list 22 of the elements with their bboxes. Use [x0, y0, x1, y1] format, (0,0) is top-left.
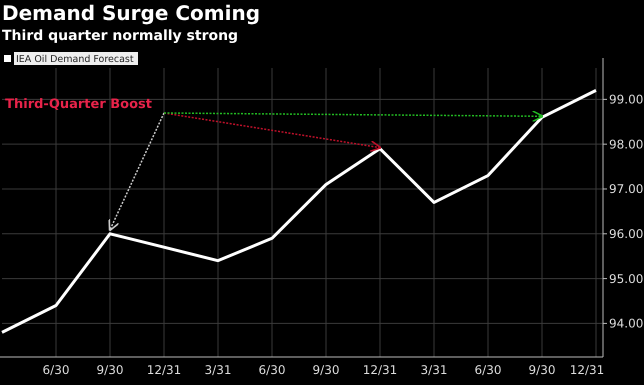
y-tick-label: 95.00	[609, 272, 644, 286]
chart-title: Demand Surge Coming	[2, 1, 260, 25]
x-tick-label: 9/30	[96, 363, 124, 377]
line-series	[0, 88, 598, 334]
x-tick-label: 6/30	[42, 363, 70, 377]
y-tick-label: 97.00	[609, 182, 644, 196]
x-tick-label: 6/30	[258, 363, 286, 377]
x-tick-label: 12/31	[362, 363, 398, 377]
x-tick-label: 12/31	[570, 363, 604, 377]
annotation: Third-Quarter Boost	[5, 97, 152, 112]
y-tick-label: 99.00	[609, 92, 644, 107]
x-tick-label: 3/31	[204, 363, 232, 377]
x-tick-label: 12/31	[146, 363, 182, 377]
x-tick-label: 6/30	[474, 363, 502, 377]
chart-subtitle: Third quarter normally strong	[2, 28, 238, 44]
legend-label: IEA Oil Demand Forecast	[16, 54, 134, 65]
y-tick-label: 98.00	[609, 137, 644, 152]
x-tick-label: 9/30	[312, 363, 340, 377]
y-tick-label: 94.00	[609, 316, 644, 331]
x-tick-label: 3/31	[420, 363, 448, 377]
y-tick-label: 96.00	[609, 226, 644, 241]
x-tick-label: 9/30	[528, 363, 556, 377]
